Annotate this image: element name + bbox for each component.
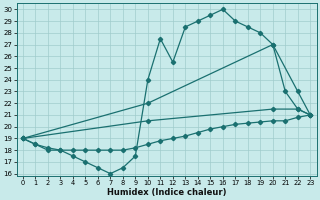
X-axis label: Humidex (Indice chaleur): Humidex (Indice chaleur) <box>107 188 226 197</box>
